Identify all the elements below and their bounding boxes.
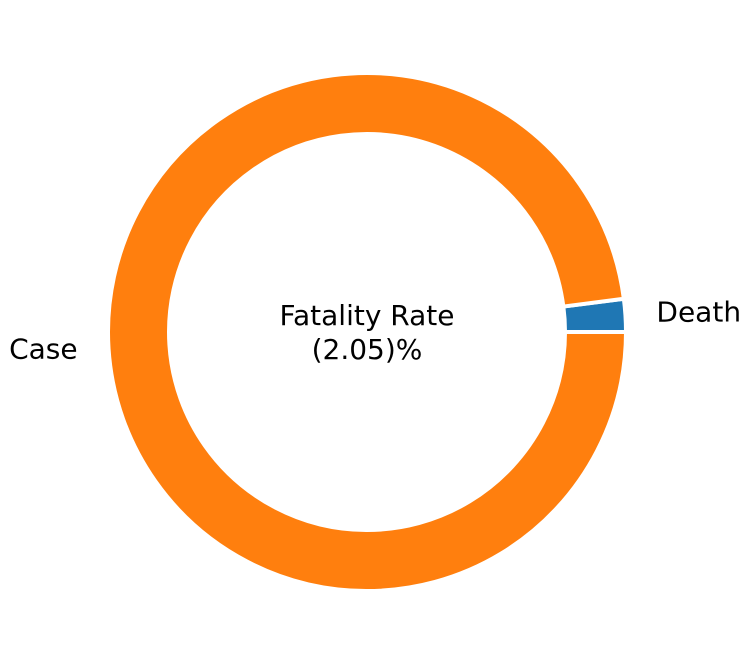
slice-label-death: Death: [656, 295, 741, 328]
slice-label-case: Case: [9, 333, 78, 366]
center-value: (2.05)%: [312, 333, 423, 366]
slice-labels: Death Case: [9, 295, 741, 365]
slice-case: [106, 71, 629, 593]
donut-slices: [106, 71, 629, 593]
center-title: Fatality Rate: [279, 299, 454, 332]
